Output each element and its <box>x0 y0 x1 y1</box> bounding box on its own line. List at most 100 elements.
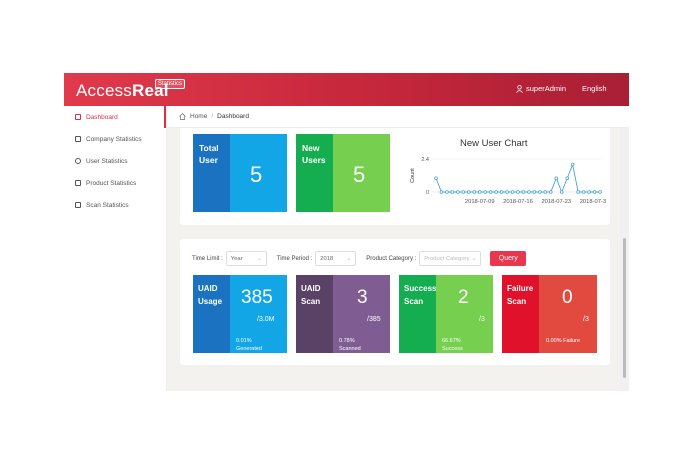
chevron-down-icon: ⌄ <box>256 255 262 262</box>
sidebar-item-company-statistics[interactable]: Company Statistics <box>64 128 166 150</box>
main-content: Total User 5 New Users 5 New User Chart 2.… <box>167 128 620 391</box>
chart-title: New User Chart <box>460 138 528 149</box>
sidebar-item-product-statistics[interactable]: Product Statistics <box>64 172 166 194</box>
breadcrumb-home[interactable]: Home <box>190 113 208 120</box>
chart-point <box>549 190 553 194</box>
sidebar-item-label: Dashboard <box>86 113 118 121</box>
app-window: AccessReal Statistics superAdmin English… <box>64 73 629 391</box>
success-scan-value-bg <box>436 275 493 353</box>
chart-point <box>538 190 542 194</box>
failure-scan-percent: 0.00% Failure <box>546 338 580 344</box>
language-switch[interactable]: English <box>582 84 607 93</box>
scrollbar-thumb[interactable] <box>623 238 626 378</box>
category-placeholder: Product Category <box>424 255 470 262</box>
chart-point <box>488 190 493 194</box>
failure-scan-label-bg <box>502 275 539 353</box>
chevron-down-icon: ⌄ <box>471 255 477 262</box>
chart-point <box>472 190 477 194</box>
uaid-usage-value: 385 <box>241 287 273 308</box>
logo-light: Access <box>76 81 132 100</box>
total-users-label-bg <box>193 134 230 212</box>
uaid-usage-label: UAID Usage <box>198 284 223 306</box>
success-scan-label: Success Scan <box>404 284 437 306</box>
chart-point <box>466 190 471 194</box>
new-users-value: 5 <box>353 162 366 187</box>
chevron-down-icon: ⌄ <box>346 255 352 262</box>
chart-point <box>587 190 591 194</box>
chart-point <box>592 190 597 194</box>
failure-scan-value: 0 <box>562 287 573 308</box>
chart-point <box>445 190 449 194</box>
chart-point <box>532 190 537 194</box>
time-limit-select[interactable]: Year ⌄ <box>225 251 267 266</box>
time-period-label: Time Period : <box>276 255 313 262</box>
user-icon <box>75 158 81 164</box>
header-bar: AccessReal Statistics superAdmin English <box>64 73 629 106</box>
chart-point <box>527 190 531 194</box>
logo-bold: Real <box>132 81 169 100</box>
new-users-label-bg <box>296 134 333 212</box>
sidebar-item-label: Company Statistics <box>86 135 142 143</box>
sidebar-item-user-statistics[interactable]: User Statistics <box>64 150 166 172</box>
sidebar-item-dashboard[interactable]: Dashboard <box>64 106 166 128</box>
chart-point <box>565 176 570 181</box>
uaid-scan-label: UAID Scan <box>301 284 321 306</box>
user-icon <box>516 84 523 93</box>
chart-point <box>554 176 559 181</box>
chart-y-tick-label: 2.4 <box>421 157 429 163</box>
filter-bar: Time Limit : Year ⌄ Time Period : 2018 ⌄… <box>192 251 527 266</box>
time-limit-value: Year <box>230 255 243 262</box>
chart-point <box>439 190 444 194</box>
sidebar: Dashboard Company Statistics User Statis… <box>64 106 167 391</box>
chart-point <box>477 190 482 194</box>
uaid-usage-value-bg <box>230 275 287 353</box>
chart-point <box>499 190 504 194</box>
user-name: superAdmin <box>526 84 567 93</box>
new-users-tile: New Users 5 <box>296 134 390 212</box>
scan-icon <box>75 202 81 208</box>
chart-y-tick-label: 0 <box>426 190 429 196</box>
uaid-usage-tile: UAID Usage 385 /3.0M 0.01% Generated <box>193 275 287 353</box>
chart-point <box>456 190 460 194</box>
uaid-scan-label-bg <box>296 275 333 353</box>
chart-x-tick-label: 2018-07-30 <box>580 199 606 205</box>
new-users-value-bg <box>333 134 390 212</box>
chart-point <box>483 190 487 194</box>
logo[interactable]: AccessReal <box>76 81 169 101</box>
chart-point <box>505 190 509 194</box>
query-button[interactable]: Query <box>490 251 527 266</box>
uaid-scan-value: 3 <box>357 287 368 308</box>
grid-icon <box>75 180 81 186</box>
uaid-scan-total: /385 <box>367 316 381 323</box>
uaid-scan-tile: UAID Scan 3 /385 0.78% Scanned <box>296 275 390 353</box>
chart-point <box>510 190 515 194</box>
building-icon <box>75 136 81 142</box>
user-menu[interactable]: superAdmin <box>516 84 566 93</box>
success-scan-tile: Success Scan 2 /3 66.67% Success <box>399 275 493 353</box>
time-period-select[interactable]: 2018 ⌄ <box>315 251 357 266</box>
chart-point <box>559 190 564 194</box>
chart-point <box>570 162 575 167</box>
breadcrumb-separator: / <box>211 113 214 120</box>
chart-x-tick-label: 2018-07-23 <box>541 199 571 205</box>
chart-point <box>494 190 498 194</box>
chart-point <box>521 190 526 194</box>
uaid-scan-percent: 0.78% Scanned <box>339 338 361 352</box>
logo-tag: Statistics <box>155 79 186 89</box>
total-users-value: 5 <box>250 162 263 187</box>
chart-x-tick-label: 2018-07-09 <box>465 199 495 205</box>
sidebar-item-label: Product Statistics <box>86 179 137 187</box>
scrollbar[interactable] <box>620 128 629 391</box>
category-label: Product Category : <box>366 255 417 262</box>
failure-scan-tile: Failure Scan 0 /3 0.00% Failure <box>502 275 597 353</box>
uaid-scan-value-bg <box>333 275 390 353</box>
summary-card: Total User 5 New Users 5 New User Chart 2.… <box>180 128 610 225</box>
breadcrumb-current: Dashboard <box>217 113 249 120</box>
time-limit-label: Time Limit : <box>192 255 223 262</box>
success-scan-label-bg <box>399 275 436 353</box>
sidebar-item-scan-statistics[interactable]: Scan Statistics <box>64 194 166 216</box>
success-scan-value: 2 <box>458 287 469 308</box>
category-select[interactable]: Product Category ⌄ <box>419 251 482 266</box>
chart-point <box>543 190 548 194</box>
chart-series-line <box>435 162 600 194</box>
